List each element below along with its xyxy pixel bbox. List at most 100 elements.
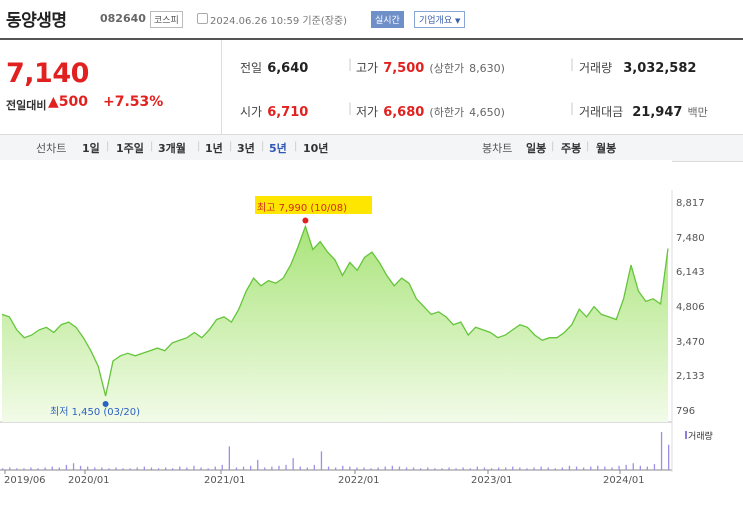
stock-name: 동양생명 <box>6 11 67 31</box>
volume-bar <box>646 466 648 470</box>
volume-bar <box>412 467 415 470</box>
volume-bar <box>668 444 670 470</box>
period-5y[interactable]: 5년 <box>269 142 287 155</box>
x-tick-label: 2023/01 <box>471 475 513 486</box>
volume-bar <box>115 467 117 470</box>
volume-bar <box>58 467 60 470</box>
volume-bar <box>363 467 365 470</box>
lower-limit-value: 4,650) <box>469 106 505 119</box>
low-label: 저가 <box>356 105 379 119</box>
volume-bar <box>87 466 89 470</box>
x-tick-label: 2019/06 <box>4 475 46 486</box>
y-tick-label: 6,143 <box>676 267 705 278</box>
volume-bar <box>37 468 39 470</box>
x-tick-label: 2020/01 <box>68 475 110 486</box>
volume-bar <box>462 467 464 470</box>
volume-bar <box>540 466 542 470</box>
amount-label: 거래대금 <box>579 105 624 119</box>
stock-code: 082640 <box>100 12 146 25</box>
volume-bar <box>320 451 323 470</box>
volume-bar <box>108 468 110 470</box>
volume-label: 거래량 <box>579 61 613 75</box>
change-label: 전일대비 <box>6 99 47 112</box>
volume-bar <box>72 463 75 470</box>
volume-bar <box>483 467 486 470</box>
low-point-marker <box>102 401 109 408</box>
y-tick-label: 7,480 <box>676 233 705 244</box>
volume-bar <box>335 467 337 470</box>
x-tick-label: 2022/01 <box>338 475 380 486</box>
volume-bar <box>660 432 663 470</box>
high-annotation-box <box>255 196 372 214</box>
volume-bar <box>405 467 408 470</box>
candle-weekly[interactable]: 주봉 <box>561 142 582 155</box>
prev-value: 6,640 <box>267 61 309 76</box>
stat-divider: | <box>570 57 575 71</box>
volume-bar <box>23 468 25 470</box>
volume-bar <box>327 466 330 470</box>
upper-limit-label: (상한가 <box>429 62 465 75</box>
volume-bar <box>377 467 379 470</box>
volume-bar <box>342 465 344 470</box>
volume-bar <box>561 467 563 470</box>
high-label: 고가 <box>356 61 379 75</box>
current-price: 7,140 <box>6 58 89 89</box>
low-annotation: 최저 1,450 (03/20) <box>50 407 141 418</box>
price-line <box>1 224 669 397</box>
volume-bar <box>200 467 202 470</box>
x-tick-marks <box>4 470 621 474</box>
volume-bar <box>94 467 96 470</box>
volume-bar <box>632 463 634 470</box>
stat-divider: | <box>348 57 353 71</box>
volume-bar <box>384 466 386 470</box>
volume-bar <box>590 466 592 470</box>
volume-bar <box>370 468 372 470</box>
volume-bar <box>349 466 351 470</box>
high-point-marker <box>302 217 309 224</box>
period-1y[interactable]: 1년 <box>205 142 223 155</box>
clock-icon <box>197 13 208 24</box>
stat-divider: | <box>348 101 353 115</box>
chart-toolbar <box>0 134 743 162</box>
volume-bar <box>313 464 315 470</box>
period-3m[interactable]: 3개월 <box>158 142 186 155</box>
volume-bar <box>575 466 578 470</box>
volume-bar <box>101 467 103 470</box>
volume-bar <box>16 468 18 470</box>
volume-bar <box>356 467 358 470</box>
y-tick-label: 2,133 <box>676 371 705 382</box>
stat-high: 고가 7,500 (상한가 8,630) <box>356 57 505 76</box>
period-1d[interactable]: 1일 <box>82 142 100 155</box>
change-percent: +7.53% <box>103 94 164 110</box>
candle-daily[interactable]: 일봉 <box>526 142 547 155</box>
volume-bar <box>214 466 216 470</box>
high-annotation: 최고 7,990 (10/08) <box>257 203 348 214</box>
volume-bar <box>568 465 571 470</box>
volume-bar <box>604 466 606 470</box>
volume-legend-marker <box>685 431 687 439</box>
period-3y[interactable]: 3년 <box>237 142 255 155</box>
volume-bar <box>292 458 294 470</box>
quote-divider <box>221 40 222 134</box>
volume-bar <box>391 465 393 470</box>
candle-monthly[interactable]: 월봉 <box>596 142 617 155</box>
realtime-button[interactable]: 실시간 <box>371 11 404 28</box>
volume-bar <box>221 464 223 470</box>
volume-bar <box>143 466 145 470</box>
volume-bar <box>250 465 252 470</box>
volume-bar <box>136 467 138 470</box>
y-tick-label: 8,817 <box>676 198 705 209</box>
company-info-dropdown[interactable]: 기업개요 ▼ <box>414 11 466 28</box>
stat-divider: | <box>570 101 575 115</box>
period-1w[interactable]: 1주일 <box>116 142 144 155</box>
volume-bar <box>434 468 436 470</box>
volume-bar <box>597 465 599 470</box>
volume-bar <box>420 468 422 470</box>
market-badge: 코스피 <box>150 11 183 28</box>
volume-bar <box>512 466 514 470</box>
company-info-label: 기업개요 <box>419 16 453 26</box>
volume-bar <box>235 467 238 470</box>
period-10y[interactable]: 10년 <box>303 142 329 155</box>
volume-bar <box>9 467 11 470</box>
stat-low: 저가 6,680 (하한가 4,650) <box>356 101 505 120</box>
